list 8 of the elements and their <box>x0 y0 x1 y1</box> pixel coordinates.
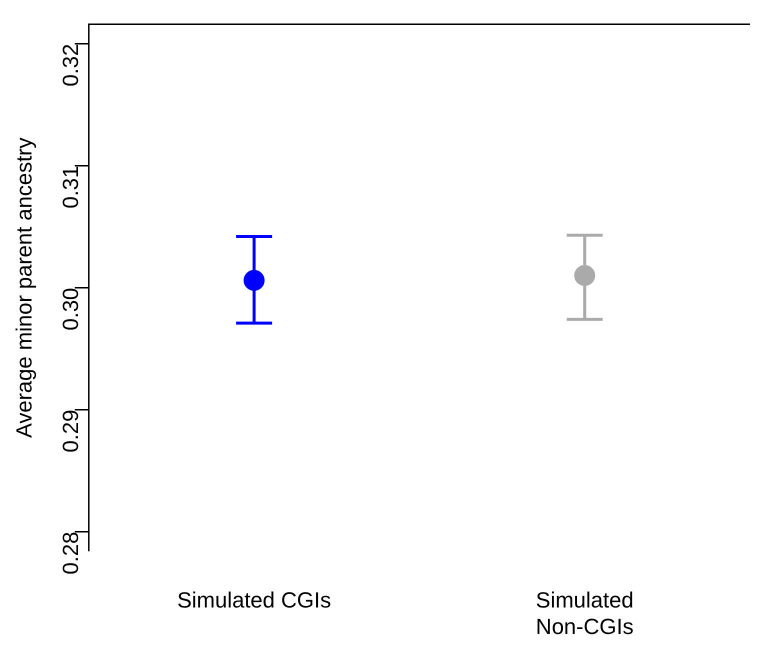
x-tick-label: Simulated Non-CGIs <box>536 587 634 639</box>
y-tick-label: 0.31 <box>58 166 83 209</box>
y-tick-label: 0.32 <box>58 44 83 87</box>
x-tick-label: Simulated CGIs <box>177 587 332 612</box>
y-tick-label: 0.30 <box>58 288 83 331</box>
y-tick-label: 0.28 <box>58 532 83 575</box>
y-tick-label: 0.29 <box>58 410 83 453</box>
y-axis-title: Average minor parent ancestry <box>11 137 36 438</box>
